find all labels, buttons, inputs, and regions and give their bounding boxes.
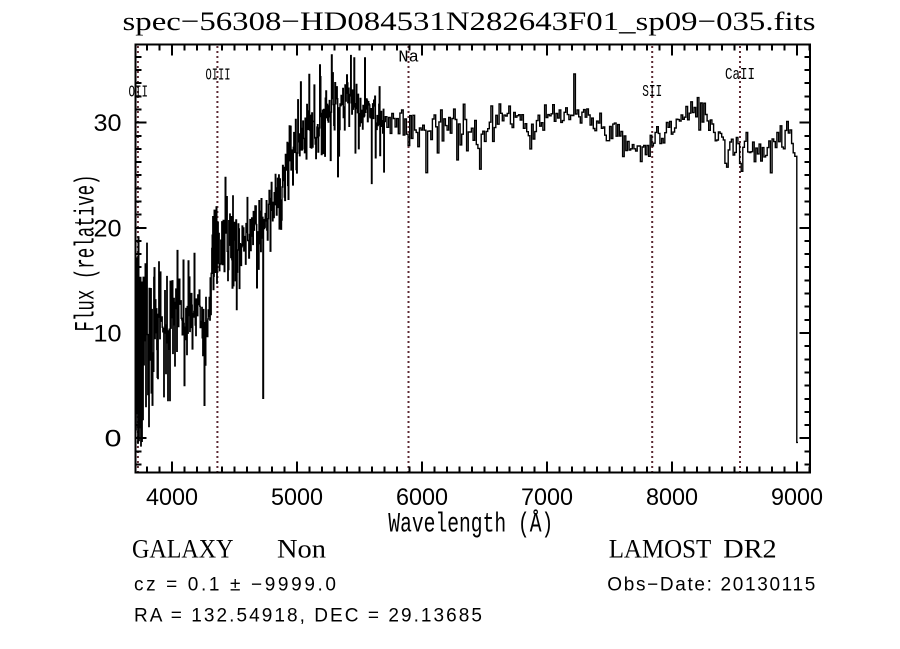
svg-text:7000: 7000 [521, 484, 573, 511]
svg-text:cz = 0.1 ± −9999.0: cz = 0.1 ± −9999.0 [134, 575, 336, 596]
svg-text:CaII: CaII [725, 66, 755, 85]
svg-text:20: 20 [94, 215, 122, 242]
svg-text:spec−56308−HD084531N282643F01_: spec−56308−HD084531N282643F01_sp09−035.f… [123, 6, 816, 36]
svg-text:RA = 132.54918, DEC = 29.1368: RA = 132.54918, DEC = 29.13685 [134, 606, 482, 627]
svg-text:30: 30 [94, 110, 122, 137]
svg-text:Wavelength (Å): Wavelength (Å) [388, 510, 553, 541]
svg-text:GALAXY: GALAXY [132, 534, 234, 564]
svg-text:8000: 8000 [646, 484, 698, 511]
svg-text:10: 10 [94, 321, 122, 348]
svg-text:9000: 9000 [771, 484, 823, 511]
svg-text:OIII: OIII [206, 67, 231, 86]
svg-text:Flux (relative): Flux (relative) [72, 175, 103, 332]
svg-text:Na: Na [398, 49, 419, 68]
svg-text:4000: 4000 [146, 484, 198, 511]
svg-text:DR2: DR2 [723, 534, 776, 564]
svg-text:Non: Non [277, 534, 326, 564]
svg-text:5000: 5000 [271, 484, 323, 511]
svg-text:6000: 6000 [396, 484, 448, 511]
svg-text:LAMOST: LAMOST [609, 534, 712, 564]
svg-text:SII: SII [642, 83, 662, 102]
svg-text:Obs−Date: 20130115: Obs−Date: 20130115 [607, 575, 815, 596]
svg-text:OII: OII [128, 84, 148, 103]
svg-text:0: 0 [105, 426, 122, 453]
